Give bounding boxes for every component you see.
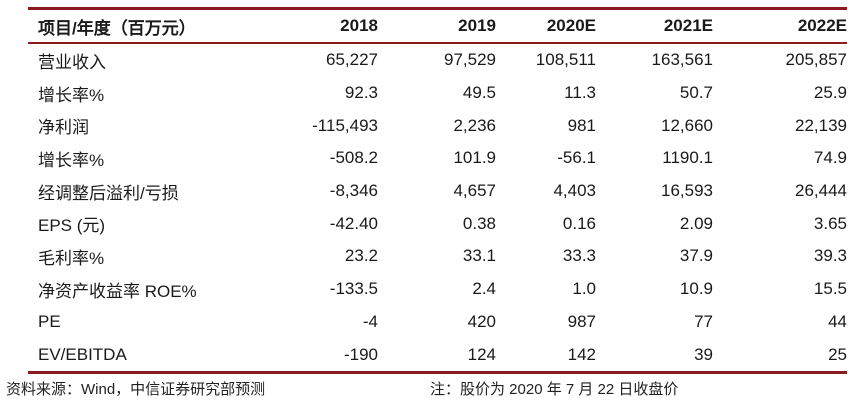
cell-value: 37.9: [679, 246, 713, 266]
cell-value: 50.7: [679, 83, 713, 103]
cell-value: -56.1: [557, 148, 596, 168]
row-label: 毛利率%: [38, 248, 105, 268]
cell-value: 3.65: [813, 213, 847, 233]
cell-value: 39.3: [813, 246, 847, 266]
cell-value: 11.3: [564, 83, 596, 103]
cell-value: 1190.1: [662, 148, 713, 168]
cell-value: 4,403: [553, 181, 596, 201]
cell-value: 33.1: [462, 246, 496, 266]
cell-value: 1.0: [572, 279, 596, 299]
header-year-2018: 2018: [340, 16, 378, 35]
table-row-net-profit-growth: 增长率% -508.2 101.9 -56.1 1190.1 74.9: [28, 142, 847, 175]
table-row-roe: 净资产收益率 ROE% -133.5 2.4 1.0 10.9 15.5: [28, 273, 847, 306]
cell-value: 39: [694, 344, 713, 364]
cell-value: -190: [343, 344, 378, 364]
cell-value: 25.9: [813, 83, 847, 103]
price-date-note: 注：股价为 2020 年 7 月 22 日收盘价: [430, 381, 679, 398]
header-year-2020e: 2020E: [546, 16, 596, 35]
cell-value: 15.5: [813, 279, 847, 299]
cell-value: 16,593: [661, 181, 713, 201]
table-row-pe: PE -4 420 987 77 44: [28, 306, 847, 339]
row-label: 增长率%: [38, 150, 105, 170]
cell-value: 2.4: [472, 279, 496, 299]
cell-value: 10.9: [679, 279, 713, 299]
row-label: EV/EBITDA: [38, 344, 127, 364]
cell-value: 26,444: [795, 181, 847, 201]
cell-value: 25: [828, 344, 847, 364]
row-label: PE: [38, 311, 61, 331]
cell-value: 0.38: [462, 213, 496, 233]
cell-value: 77: [694, 311, 713, 331]
table-row-revenue-growth: 增长率% 92.3 49.5 11.3 50.7 25.9: [28, 77, 847, 110]
cell-value: 205,857: [785, 50, 847, 70]
cell-value: 74.9: [813, 148, 847, 168]
cell-value: -8,346: [329, 181, 378, 201]
table-row-ev-ebitda: EV/EBITDA -190 124 142 39 25: [28, 338, 847, 372]
cell-value: -508.2: [329, 148, 378, 168]
cell-value: 420: [467, 311, 496, 331]
table-row-eps: EPS (元) -42.40 0.38 0.16 2.09 3.65: [28, 207, 847, 240]
cell-value: -115,493: [312, 115, 378, 135]
table-header-row: 项目/年度（百万元） 2018 2019 2020E 2021E 2022E: [28, 9, 847, 43]
cell-value: 44: [828, 311, 847, 331]
header-year-2022e: 2022E: [797, 16, 847, 35]
cell-value: 101.9: [453, 148, 496, 168]
row-label: 净资产收益率 ROE%: [38, 281, 197, 301]
table-row-net-profit: 净利润 -115,493 2,236 981 12,660 22,139: [28, 109, 847, 142]
row-label: 经调整后溢利/亏损: [38, 183, 179, 203]
cell-value: 97,529: [444, 50, 496, 70]
financial-forecast-table: 项目/年度（百万元） 2018 2019 2020E 2021E 2022E 营…: [28, 7, 847, 374]
cell-value: 33.3: [562, 246, 596, 266]
cell-value: 108,511: [535, 50, 596, 70]
cell-value: 987: [567, 311, 596, 331]
row-label: EPS (元): [38, 216, 106, 236]
row-label: 营业收入: [38, 52, 106, 72]
cell-value: -133.5: [329, 279, 378, 299]
cell-value: 65,227: [326, 50, 378, 70]
header-year-2021e: 2021E: [663, 16, 713, 35]
cell-value: 12,660: [661, 115, 713, 135]
cell-value: 49.5: [462, 83, 496, 103]
cell-value: 2,236: [453, 115, 496, 135]
cell-value: -42.40: [329, 213, 378, 233]
row-label: 增长率%: [38, 85, 105, 105]
cell-value: 4,657: [453, 181, 496, 201]
cell-value: 0.16: [562, 213, 596, 233]
table-row-gross-margin: 毛利率% 23.2 33.1 33.3 37.9 39.3: [28, 240, 847, 273]
cell-value: 23.2: [344, 246, 378, 266]
source-note: 资料来源：Wind，中信证券研究部预测: [6, 381, 266, 398]
header-item-label: 项目/年度（百万元）: [38, 18, 196, 38]
cell-value: 2.09: [679, 213, 713, 233]
cell-value: 981: [567, 115, 596, 135]
table-row-adjusted-profit: 经调整后溢利/亏损 -8,346 4,657 4,403 16,593 26,4…: [28, 175, 847, 208]
cell-value: 22,139: [795, 115, 847, 135]
cell-value: 163,561: [651, 50, 713, 70]
cell-value: 124: [467, 344, 496, 364]
header-year-2019: 2019: [458, 16, 496, 35]
cell-value: 142: [567, 344, 596, 364]
table-row-revenue: 营业收入 65,227 97,529 108,511 163,561 205,8…: [28, 43, 847, 77]
cell-value: 92.3: [344, 83, 378, 103]
cell-value: -4: [362, 311, 378, 331]
row-label: 净利润: [38, 118, 89, 138]
